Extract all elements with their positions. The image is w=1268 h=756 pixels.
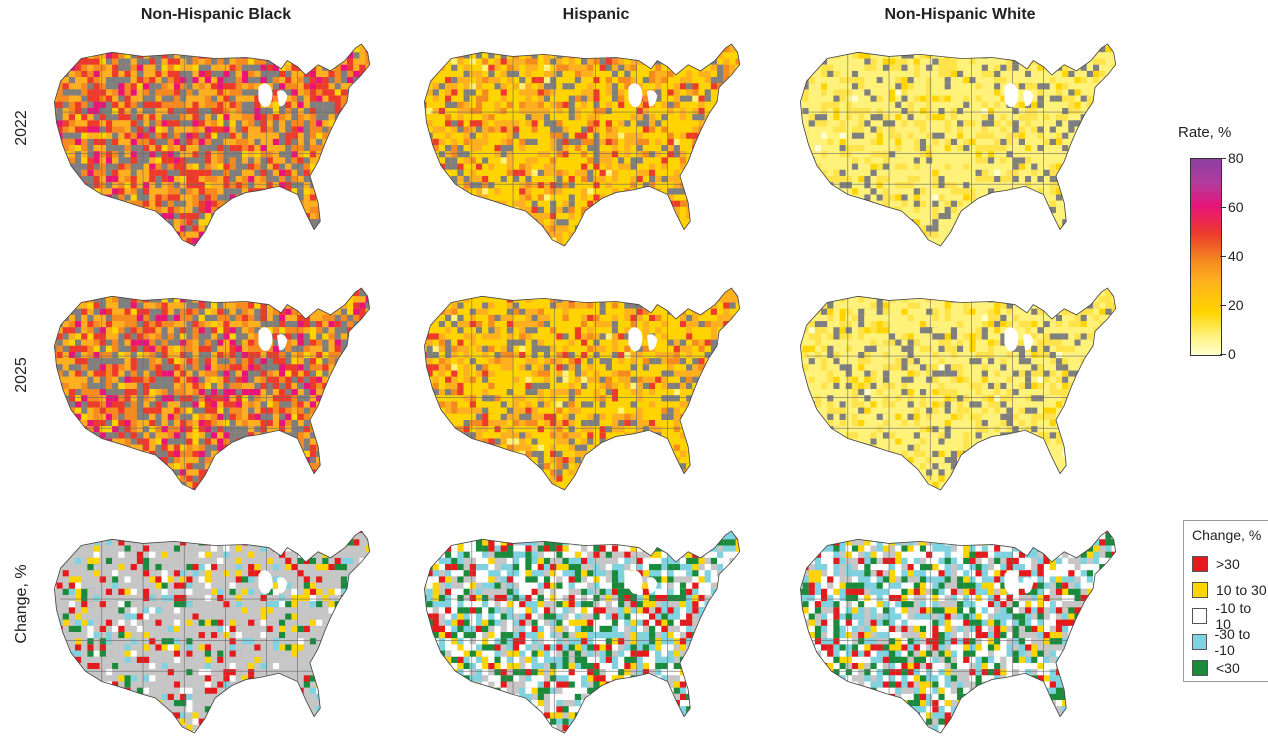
rate-tick-40: 40 — [1228, 248, 1244, 264]
map-2022-hispanic — [410, 28, 750, 258]
us-border — [800, 287, 1117, 491]
us-map-svg — [424, 530, 741, 734]
us-border — [54, 530, 371, 734]
us-map-svg — [800, 287, 1117, 491]
map-2025-black — [40, 272, 380, 502]
us-map-svg — [800, 530, 1117, 734]
legend-label: >30 — [1216, 556, 1240, 572]
row-label-2022: 2022 — [13, 110, 30, 146]
legend-item-neg30-neg10: -30 to -10 — [1192, 626, 1268, 658]
rate-tick-0: 0 — [1228, 346, 1236, 362]
rate-tick-20: 20 — [1228, 297, 1244, 313]
rate-tick-60: 60 — [1228, 199, 1244, 215]
legend-item-lt30: <30 — [1192, 659, 1240, 677]
column-title-white: Non-Hispanic White — [884, 6, 1036, 23]
state-borders — [430, 537, 740, 723]
great-lakes — [628, 570, 658, 595]
state-borders — [806, 50, 1116, 236]
legend-item-neg10-10: -10 to 10 — [1192, 600, 1268, 632]
us-map-svg — [800, 43, 1117, 247]
legend-item-gt30: >30 — [1192, 555, 1240, 573]
state-borders — [60, 50, 370, 236]
legend-label: -10 to 10 — [1215, 600, 1252, 632]
us-border — [424, 287, 741, 491]
legend-swatch — [1192, 582, 1208, 598]
column-title-hispanic: Hispanic — [562, 6, 630, 23]
county-cells — [54, 288, 370, 491]
great-lakes — [628, 327, 658, 352]
rate-legend-title: Rate, % — [1178, 124, 1232, 141]
county-cells — [800, 44, 1116, 247]
map-change-hispanic — [410, 515, 750, 745]
map-2022-white — [786, 28, 1126, 258]
legend-swatch — [1192, 660, 1208, 676]
map-2022-black — [40, 28, 380, 258]
us-map-svg — [54, 530, 371, 734]
us-border — [424, 43, 741, 247]
great-lakes — [258, 327, 288, 352]
us-border — [800, 530, 1117, 734]
state-borders — [430, 50, 740, 236]
us-map-svg — [424, 43, 741, 247]
state-borders — [806, 537, 1116, 723]
us-map-svg — [54, 43, 371, 247]
change-legend-title: Change, % — [1192, 527, 1262, 543]
great-lakes — [1004, 327, 1034, 352]
legend-item-10-30: 10 to 30 — [1192, 581, 1267, 599]
change-legend: Change, % >30 10 to 30 -10 to 10 -30 to … — [1183, 520, 1268, 682]
county-cells — [424, 44, 740, 247]
map-2025-hispanic — [410, 272, 750, 502]
state-borders — [60, 537, 370, 723]
legend-swatch — [1192, 556, 1208, 572]
legend-label: <30 — [1216, 660, 1240, 676]
great-lakes — [258, 83, 288, 108]
county-cells — [800, 531, 1116, 734]
row-label-2025: 2025 — [13, 357, 30, 393]
great-lakes — [258, 570, 288, 595]
legend-label: -30 to -10 — [1214, 626, 1251, 658]
us-border — [54, 43, 371, 247]
county-cells — [800, 288, 1116, 491]
column-title-black: Non-Hispanic Black — [140, 6, 292, 23]
rate-tick-80: 80 — [1228, 150, 1244, 166]
great-lakes — [1004, 570, 1034, 595]
great-lakes — [1004, 83, 1034, 108]
state-borders — [430, 294, 740, 480]
great-lakes — [628, 83, 658, 108]
map-change-white — [786, 515, 1126, 745]
county-cells — [424, 288, 740, 491]
us-map-svg — [424, 287, 741, 491]
map-2025-white — [786, 272, 1126, 502]
rate-legend: Rate, % 80 60 40 20 0 — [1174, 124, 1264, 374]
state-borders — [60, 294, 370, 480]
state-borders — [806, 294, 1116, 480]
county-cells — [424, 531, 740, 734]
legend-swatch — [1192, 608, 1208, 624]
map-change-black — [40, 515, 380, 745]
county-cells — [54, 44, 370, 247]
us-border — [424, 530, 741, 734]
us-map-svg — [54, 287, 371, 491]
us-border — [800, 43, 1117, 247]
legend-swatch — [1192, 634, 1207, 650]
county-cells — [54, 531, 370, 734]
legend-label: 10 to 30 — [1216, 582, 1267, 598]
us-border — [54, 287, 371, 491]
rate-colorbar — [1190, 158, 1222, 356]
row-label-change: Change, % — [13, 564, 30, 644]
